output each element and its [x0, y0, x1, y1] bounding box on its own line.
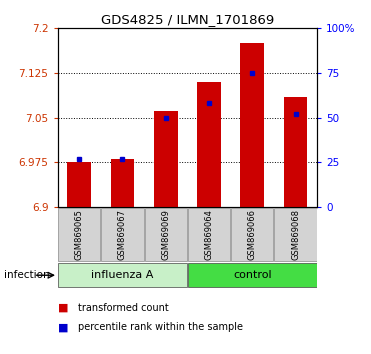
Title: GDS4825 / ILMN_1701869: GDS4825 / ILMN_1701869 — [101, 13, 274, 26]
Text: percentile rank within the sample: percentile rank within the sample — [78, 322, 243, 332]
Bar — [111, 159, 134, 207]
Text: GSM869065: GSM869065 — [75, 209, 83, 260]
Bar — [188, 263, 317, 287]
Text: ■: ■ — [58, 322, 68, 332]
Bar — [240, 43, 264, 207]
Text: GSM869069: GSM869069 — [161, 209, 170, 260]
Bar — [67, 162, 91, 207]
Bar — [231, 208, 273, 261]
Bar — [284, 97, 308, 207]
Bar — [154, 110, 178, 207]
Text: influenza A: influenza A — [91, 270, 154, 280]
Text: GSM869064: GSM869064 — [204, 209, 213, 260]
Bar — [101, 208, 144, 261]
Text: GSM869068: GSM869068 — [291, 209, 300, 260]
Text: infection: infection — [4, 270, 49, 280]
Bar — [58, 263, 187, 287]
Text: ■: ■ — [58, 303, 68, 313]
Bar — [145, 208, 187, 261]
Bar — [188, 208, 230, 261]
Bar — [58, 208, 100, 261]
Bar — [275, 208, 317, 261]
Text: transformed count: transformed count — [78, 303, 169, 313]
Text: GSM869067: GSM869067 — [118, 209, 127, 260]
Text: GSM869066: GSM869066 — [248, 209, 257, 260]
Bar — [197, 82, 221, 207]
Text: control: control — [233, 270, 272, 280]
